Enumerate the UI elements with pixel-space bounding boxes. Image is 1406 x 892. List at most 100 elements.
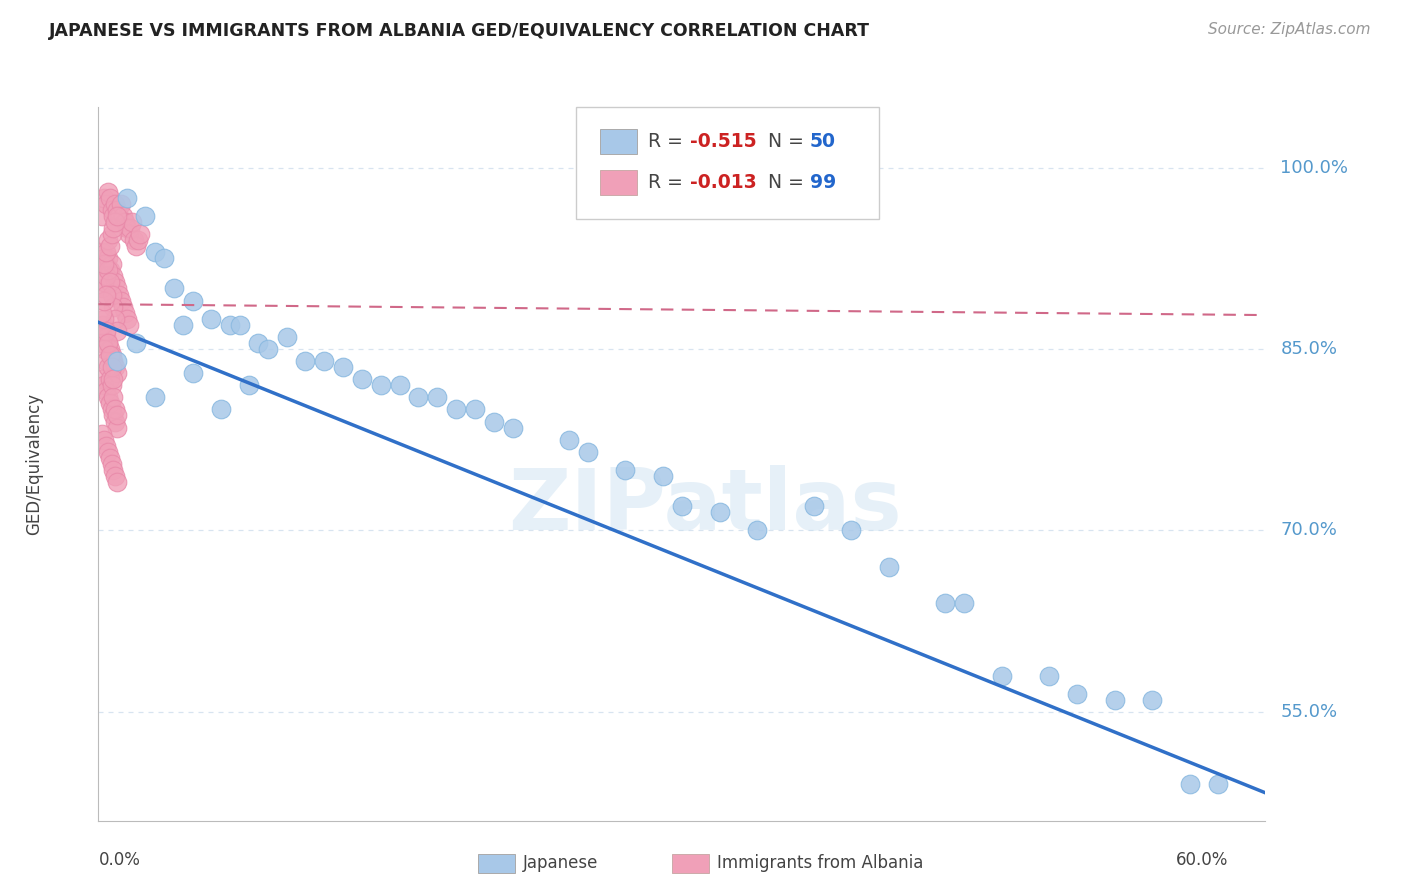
Point xyxy=(105,324,128,338)
Text: JAPANESE VS IMMIGRANTS FROM ALBANIA GED/EQUIVALENCY CORRELATION CHART: JAPANESE VS IMMIGRANTS FROM ALBANIA GED/… xyxy=(49,22,870,40)
Point xyxy=(100,360,122,375)
Point xyxy=(91,335,114,350)
Point xyxy=(114,306,136,320)
Point xyxy=(97,360,120,375)
Point xyxy=(97,251,120,265)
Point xyxy=(105,366,128,380)
Point xyxy=(104,469,127,483)
Point xyxy=(104,215,127,229)
Point xyxy=(108,287,131,301)
Point xyxy=(228,318,250,332)
Point xyxy=(709,505,731,519)
Text: N =: N = xyxy=(768,132,810,152)
Point xyxy=(91,209,114,223)
Point xyxy=(93,257,115,271)
Text: 100.0%: 100.0% xyxy=(1281,159,1348,177)
Point xyxy=(115,191,138,205)
Point xyxy=(125,335,148,350)
Point xyxy=(444,402,467,417)
Point xyxy=(97,335,120,350)
Point xyxy=(103,209,125,223)
Point xyxy=(94,439,117,453)
Point xyxy=(991,668,1014,682)
Point xyxy=(121,215,143,229)
Point xyxy=(464,402,486,417)
Point xyxy=(1104,692,1126,706)
Point xyxy=(276,330,298,344)
Point xyxy=(103,463,125,477)
Point xyxy=(388,378,411,392)
Point xyxy=(93,251,115,265)
Point xyxy=(671,499,693,513)
Point xyxy=(181,293,204,308)
Point xyxy=(104,415,127,429)
Point xyxy=(104,196,127,211)
Text: -0.013: -0.013 xyxy=(690,173,756,193)
Point xyxy=(91,324,114,338)
Point xyxy=(576,444,599,458)
Point xyxy=(181,366,204,380)
Point xyxy=(104,360,127,375)
Point xyxy=(97,390,120,404)
Point xyxy=(100,348,122,362)
Point xyxy=(91,281,114,295)
Point xyxy=(1038,668,1060,682)
Text: GED/Equivalency: GED/Equivalency xyxy=(25,392,44,535)
Point xyxy=(103,390,125,404)
Point xyxy=(934,596,956,610)
Point xyxy=(105,281,128,295)
Text: 0.0%: 0.0% xyxy=(98,851,141,869)
Point xyxy=(111,209,134,223)
Point xyxy=(105,354,128,368)
Point xyxy=(115,311,138,326)
Point xyxy=(104,402,127,417)
Point xyxy=(482,415,505,429)
Point xyxy=(100,202,122,217)
Point xyxy=(143,245,166,260)
Point xyxy=(1142,692,1164,706)
Point xyxy=(209,402,232,417)
Point xyxy=(98,263,121,277)
Text: R =: R = xyxy=(648,132,689,152)
Point xyxy=(98,372,121,386)
Point xyxy=(91,306,114,320)
Point xyxy=(97,233,120,247)
Text: R =: R = xyxy=(648,173,689,193)
Point xyxy=(103,269,125,284)
Point xyxy=(97,335,120,350)
Point xyxy=(98,396,121,410)
Point xyxy=(314,354,336,368)
Point xyxy=(110,196,132,211)
Text: 50: 50 xyxy=(810,132,835,152)
Point xyxy=(94,287,117,301)
Point xyxy=(93,191,115,205)
Point xyxy=(426,390,449,404)
Point xyxy=(103,372,125,386)
Point xyxy=(256,342,278,356)
Point xyxy=(128,227,150,241)
Point xyxy=(94,269,117,284)
Point xyxy=(558,433,581,447)
Point xyxy=(97,444,120,458)
Point xyxy=(105,475,128,489)
Point xyxy=(104,311,127,326)
Point xyxy=(98,348,121,362)
Point xyxy=(104,276,127,290)
Point xyxy=(105,420,128,434)
Point xyxy=(94,196,117,211)
Point xyxy=(502,420,524,434)
Point xyxy=(1208,777,1230,791)
Point xyxy=(91,426,114,441)
Point xyxy=(120,221,142,235)
Point xyxy=(93,433,115,447)
Text: N =: N = xyxy=(768,173,810,193)
Point xyxy=(172,318,194,332)
Point xyxy=(105,409,128,423)
Point xyxy=(100,378,122,392)
Point xyxy=(94,257,117,271)
Point xyxy=(747,524,769,538)
Point xyxy=(98,342,121,356)
Point xyxy=(163,281,186,295)
Point xyxy=(332,360,354,375)
Point xyxy=(100,287,122,301)
